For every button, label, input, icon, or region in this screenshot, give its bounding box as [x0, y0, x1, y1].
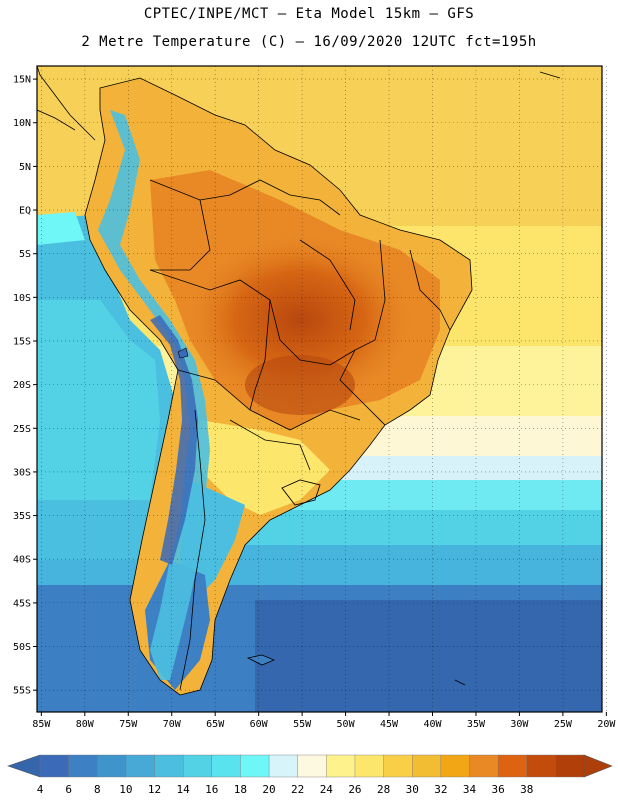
lon-tick-label: 70W: [163, 719, 182, 730]
colorbar-swatch: [125, 754, 156, 778]
lon-tick-label: 35W: [467, 719, 486, 730]
colorbar-tick-label: 30: [406, 783, 419, 796]
lat-tick-label: 5S: [19, 249, 31, 260]
lat-tick-label: 10N: [13, 118, 31, 129]
country-borders: [84, 77, 473, 696]
lat-tick-label: 50S: [13, 642, 31, 653]
colorbar-tick-label: 16: [205, 783, 218, 796]
colorbar-swatch: [154, 754, 184, 778]
colorbar-tick-label: 4: [37, 783, 44, 796]
colorbar-swatch: [97, 754, 127, 778]
colorbar-swatch: [326, 754, 356, 778]
longitude-ticks: 85W 80W 75W 70W 65W 60W 55W 50W 45W 40W 35W 30W 25W 2…: [32, 712, 616, 730]
lon-tick-label: 45W: [380, 719, 399, 730]
colorbar-swatch: [354, 754, 385, 778]
colorbar-swatch: [440, 754, 470, 778]
colorbar-swatch: [469, 754, 499, 778]
colorbar-swatch: [297, 754, 327, 778]
colorbar-above-arrow: [583, 754, 613, 778]
colorbar-swatch: [211, 754, 241, 778]
colorbar-tick-label: 22: [291, 783, 304, 796]
colorbar-swatch: [182, 754, 213, 778]
colorbar-tick-label: 24: [320, 783, 334, 796]
lat-tick-label: 30S: [13, 467, 31, 478]
colorbar-tick-label: 36: [491, 783, 504, 796]
colorbar-tick-label: 38: [520, 783, 533, 796]
colorbar-swatch: [39, 754, 70, 778]
colorbar-swatch: [526, 754, 556, 778]
colorbar-tick-label: 26: [348, 783, 361, 796]
lon-tick-label: 55W: [293, 719, 312, 730]
title-line-1: CPTEC/INPE/MCT – Eta Model 15km – GFS: [143, 6, 475, 22]
lon-tick-label: 60W: [250, 719, 269, 730]
colorbar-swatch: [68, 754, 98, 778]
colorbar: 4 6 8 10 12 14 16 18 20 22 24 26 28 30 32 34 36 38: [7, 754, 613, 796]
lat-tick-label: 25S: [13, 424, 31, 435]
lat-tick-label: EQ: [19, 206, 31, 217]
colorbar-swatch: [412, 754, 442, 778]
colorbar-tick-label: 32: [434, 783, 447, 796]
colorbar-tick-label: 12: [148, 783, 161, 796]
colorbar-tick-label: 10: [119, 783, 132, 796]
lon-tick-label: 40W: [423, 719, 442, 730]
lon-tick-label: 65W: [206, 719, 225, 730]
lat-tick-label: 55S: [13, 686, 31, 697]
colorbar-below-arrow: [7, 754, 41, 778]
lon-tick-label: 75W: [119, 719, 138, 730]
title-line-2: 2 Metre Temperature (C) – 16/09/2020 12U…: [81, 34, 537, 50]
colorbar-swatch: [268, 754, 299, 778]
colorbar-tick-label: 14: [177, 783, 191, 796]
lat-tick-label: 5N: [19, 162, 31, 173]
lat-tick-label: 40S: [13, 555, 31, 566]
map-frame: [36, 65, 603, 713]
lon-tick-label: 80W: [76, 719, 95, 730]
lat-tick-label: 45S: [13, 598, 31, 609]
temperature-field: [37, 66, 602, 712]
latitude-ticks: 15N 10N 5N EQ 5S 10S 15S 20S 25S 30S 35S 40S 45S 50S 5…: [13, 75, 37, 697]
colorbar-swatch: [497, 754, 528, 778]
lon-tick-label: 30W: [510, 719, 529, 730]
lat-tick-label: 15N: [13, 75, 31, 86]
colorbar-swatch: [555, 754, 585, 778]
colorbar-tick-label: 28: [377, 783, 390, 796]
colorbar-tick-label: 20: [262, 783, 275, 796]
lat-tick-label: 20S: [13, 380, 31, 391]
colorbar-tick-label: 6: [65, 783, 72, 796]
lon-tick-label: 20W: [597, 719, 616, 730]
lon-tick-label: 25W: [554, 719, 573, 730]
colorbar-tick-label: 34: [463, 783, 477, 796]
lat-tick-label: 10S: [13, 293, 31, 304]
colorbar-tick-label: 8: [94, 783, 101, 796]
lon-tick-label: 50W: [337, 719, 356, 730]
colorbar-swatch: [383, 754, 413, 778]
colorbar-swatch: [240, 754, 270, 778]
colorbar-tick-label: 18: [234, 783, 247, 796]
lat-tick-label: 35S: [13, 511, 31, 522]
lon-tick-label: 85W: [32, 719, 51, 730]
lat-tick-label: 15S: [13, 336, 31, 347]
